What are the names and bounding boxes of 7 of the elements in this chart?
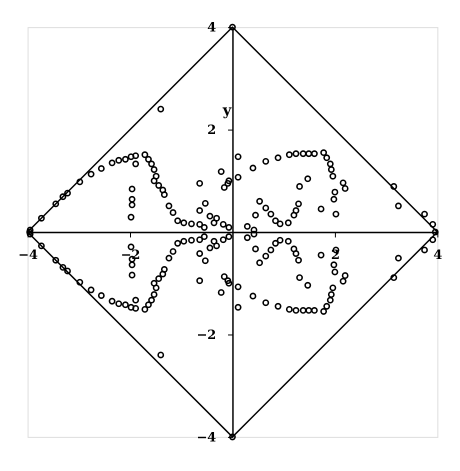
y-tick-label: −4 [196, 430, 216, 446]
y-axis-title: y [222, 102, 232, 119]
x-tick-label: 4 [433, 248, 442, 264]
y-tick-label: −2 [196, 328, 216, 343]
x-tick-label: −4 [18, 248, 38, 264]
y-tick-label: 4 [207, 20, 216, 36]
y-tick-label: 2 [207, 123, 216, 138]
